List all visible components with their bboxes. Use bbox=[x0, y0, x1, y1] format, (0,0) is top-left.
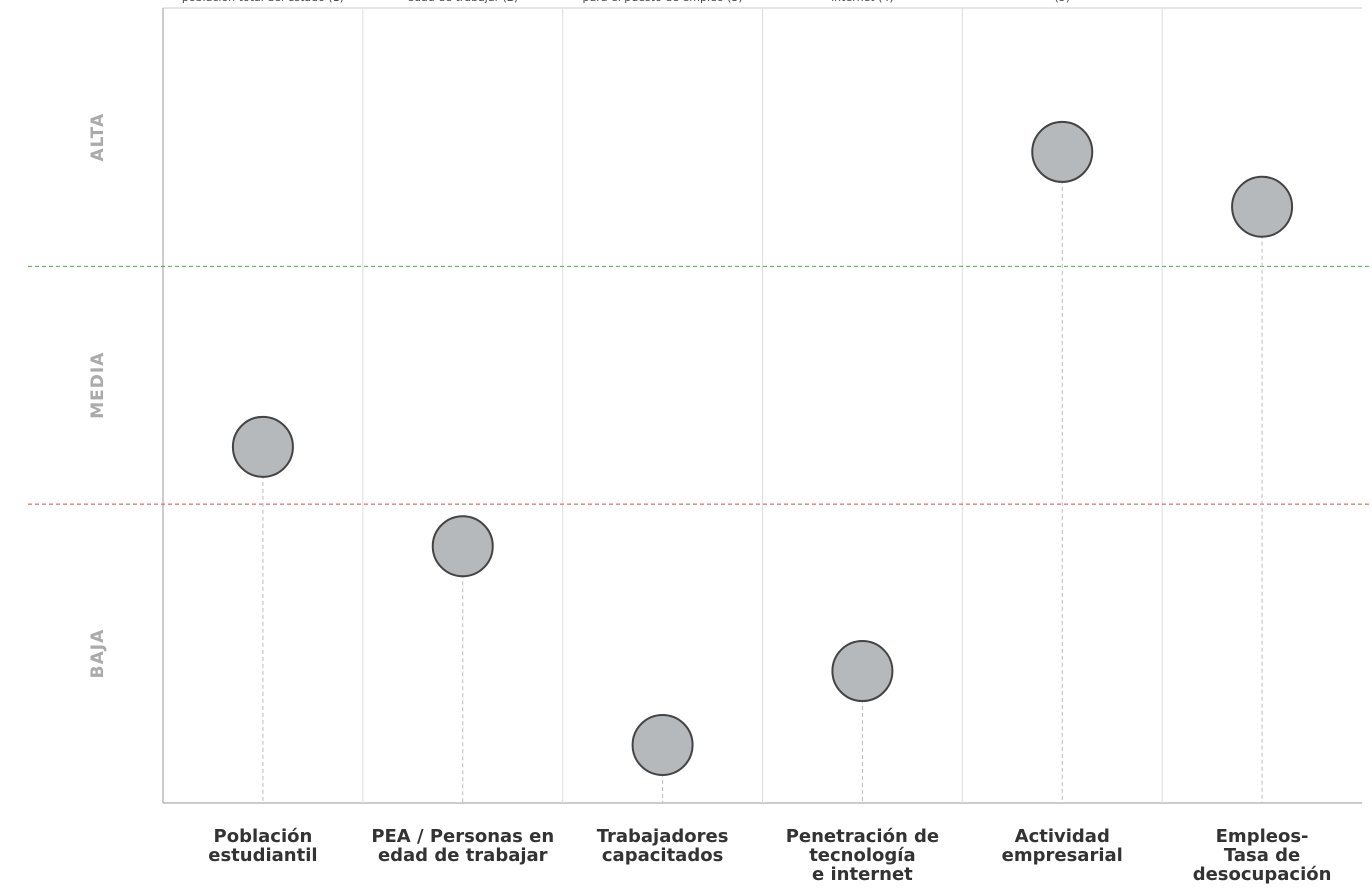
level-label: BAJA bbox=[88, 629, 108, 679]
x-tick-label-line: Tasa de bbox=[1224, 845, 1300, 866]
x-tick-label: Empleos-Tasa de desocupación bbox=[1193, 826, 1332, 885]
header-note: edad de trabajar (2) bbox=[407, 0, 518, 4]
x-tick-label-line: empresarial bbox=[1002, 845, 1123, 866]
x-tick-label-line: PEA / Personas en bbox=[371, 826, 554, 847]
x-tick-label: Trabajadores capacitados bbox=[597, 826, 729, 866]
x-tick-label-line: Población bbox=[214, 826, 313, 847]
dot bbox=[1031, 120, 1094, 183]
x-tick-label: Actividad empresarial bbox=[1002, 826, 1123, 866]
header-note: (5) bbox=[1054, 0, 1070, 4]
x-tick-label: PEA / Personas en edad de trabajar bbox=[371, 826, 554, 866]
x-tick-label-line: Penetración de bbox=[786, 826, 939, 847]
x-tick-label-line: edad de trabajar bbox=[378, 845, 548, 866]
x-tick-label-line: tecnología bbox=[809, 845, 915, 866]
x-tick-label: Penetración de tecnología e internet bbox=[786, 826, 939, 885]
x-tick-label: Población estudiantil bbox=[208, 826, 317, 866]
x-tick-label-line: capacitados bbox=[602, 845, 723, 866]
dot bbox=[631, 713, 694, 776]
x-tick-label-line: e internet bbox=[812, 864, 913, 885]
dot bbox=[231, 415, 294, 478]
x-tick-label-line: desocupación bbox=[1193, 864, 1332, 885]
level-label: MEDIA bbox=[88, 352, 108, 419]
dot bbox=[831, 640, 894, 703]
x-tick-label-line: Trabajadores bbox=[597, 826, 729, 847]
header-note: población total del estado (1) bbox=[182, 0, 344, 4]
x-tick-label-line: Empleos- bbox=[1216, 826, 1309, 847]
level-label: ALTA bbox=[88, 113, 108, 162]
x-tick-label-line: Actividad bbox=[1015, 826, 1110, 847]
header-note: internet (4) bbox=[831, 0, 894, 4]
dot bbox=[1231, 175, 1294, 238]
x-tick-label-line: estudiantil bbox=[208, 845, 317, 866]
header-note: para el puesto de empleo (3) bbox=[583, 0, 743, 4]
dot bbox=[431, 515, 494, 578]
